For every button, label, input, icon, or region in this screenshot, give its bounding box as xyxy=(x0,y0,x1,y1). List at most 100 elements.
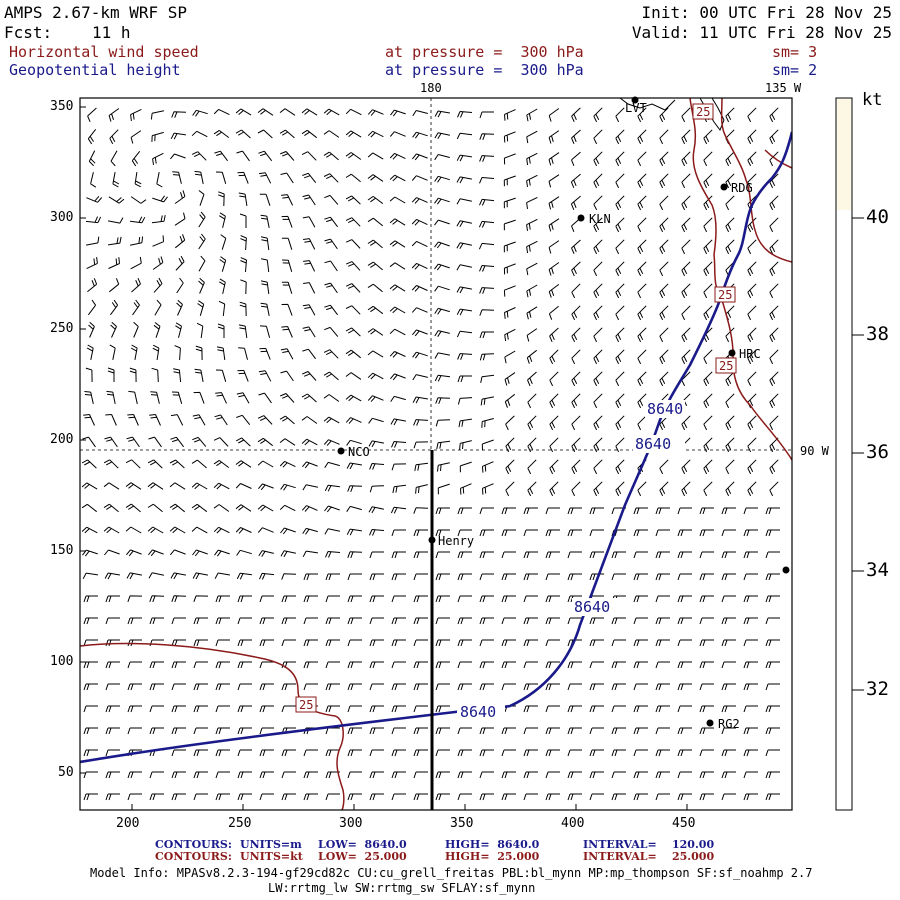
wind-barb xyxy=(240,279,247,295)
station-label-rg2: RG2 xyxy=(718,717,740,731)
wind-barb xyxy=(259,705,274,713)
wind-barb xyxy=(589,529,604,537)
wind-barb xyxy=(198,190,205,206)
wind-barb xyxy=(391,617,406,625)
wind-barb xyxy=(170,153,186,160)
wind-barb xyxy=(743,749,758,757)
wind-barb xyxy=(391,661,406,669)
wind-barb xyxy=(526,108,538,122)
wind-barb xyxy=(110,321,117,338)
wind-barb xyxy=(219,278,226,294)
wind-barb xyxy=(527,393,537,409)
wind-barb xyxy=(681,107,691,123)
station-label-nco: NCO xyxy=(348,445,370,459)
wind-barb xyxy=(236,549,252,556)
coastline xyxy=(619,98,676,111)
wind-barb xyxy=(238,192,248,206)
wind-barb xyxy=(236,414,251,426)
wind-barb xyxy=(213,437,229,447)
wind-barb xyxy=(302,216,316,228)
wind-barb xyxy=(258,370,272,382)
wind-barb xyxy=(479,595,494,603)
wind-barb xyxy=(105,617,120,625)
wind-barb xyxy=(434,197,450,205)
wind-barb xyxy=(215,705,230,713)
wind-barb xyxy=(170,132,186,140)
wind-barb xyxy=(369,617,384,625)
wind-barb xyxy=(456,286,472,294)
wind-barb xyxy=(191,503,208,513)
wind-barb xyxy=(152,152,164,165)
wind-barb xyxy=(325,617,340,625)
wind-barb xyxy=(655,573,670,581)
wind-barb xyxy=(655,595,670,603)
wind-barb xyxy=(703,151,713,167)
wind-barb xyxy=(747,415,757,431)
wind-barb xyxy=(215,369,227,382)
wind-barb xyxy=(148,436,162,448)
wind-barb xyxy=(765,749,780,757)
wind-barb xyxy=(367,261,383,271)
wind-barb xyxy=(323,173,339,183)
wind-barb xyxy=(637,151,647,167)
wind-barb xyxy=(191,130,208,138)
wind-barb xyxy=(346,439,362,446)
wind-barb xyxy=(347,639,362,647)
colorbar-tick-label: 34 xyxy=(866,559,889,581)
wind-barb xyxy=(548,218,560,232)
wind-barb xyxy=(526,262,538,276)
wind-barb xyxy=(677,683,692,691)
wind-barb xyxy=(479,617,494,625)
wind-barb xyxy=(479,111,494,119)
wind-barb xyxy=(413,683,428,691)
wind-barb xyxy=(747,371,757,387)
wind-barb xyxy=(303,749,318,757)
wind-barb xyxy=(526,284,538,298)
wind-barb xyxy=(633,595,648,603)
wind-barb xyxy=(615,393,625,409)
wind-barb xyxy=(174,212,186,226)
wind-barb xyxy=(501,507,516,515)
wind-barb xyxy=(721,617,736,625)
wind-barb xyxy=(198,277,205,294)
wind-barb xyxy=(637,283,647,299)
wind-barb xyxy=(390,109,406,117)
wind-barb xyxy=(725,239,735,255)
wind-barb xyxy=(633,727,648,735)
wind-barb xyxy=(390,373,406,381)
wind-barb xyxy=(725,415,735,431)
wind-barb xyxy=(747,107,757,123)
wind-barb xyxy=(460,483,472,495)
speed-contour-label: 25 xyxy=(299,698,314,712)
wind-barb xyxy=(677,793,692,801)
wind-barb xyxy=(501,727,516,735)
wind-barb xyxy=(677,595,692,603)
model-title: AMPS 2.67-km WRF SP xyxy=(4,3,188,22)
wind-barb xyxy=(523,771,538,779)
wind-barb xyxy=(147,459,163,469)
wind-barb xyxy=(479,198,495,206)
wind-barb xyxy=(593,129,603,145)
wind-barb xyxy=(677,639,692,647)
wind-barb xyxy=(389,152,406,160)
wind-barb xyxy=(457,595,472,603)
wind-barb xyxy=(567,617,582,625)
wind-barb xyxy=(411,197,428,204)
wind-barb xyxy=(549,459,559,475)
wind-barb xyxy=(281,326,293,338)
wind-barb xyxy=(279,460,296,468)
wind-barb xyxy=(213,526,230,534)
wind-barb xyxy=(725,393,735,409)
wind-barb xyxy=(479,331,494,339)
wind-barb xyxy=(637,481,647,497)
wind-barb xyxy=(482,483,494,495)
wind-barb xyxy=(655,683,670,691)
wind-barb xyxy=(257,108,274,116)
wind-barb xyxy=(435,551,450,559)
wind-barb xyxy=(132,299,140,316)
wind-barb xyxy=(457,639,472,647)
contour1-high: HIGH= 8640.0 xyxy=(445,838,540,851)
wind-barb xyxy=(153,322,161,338)
wind-barb xyxy=(301,416,318,424)
wind-barb xyxy=(347,705,362,713)
